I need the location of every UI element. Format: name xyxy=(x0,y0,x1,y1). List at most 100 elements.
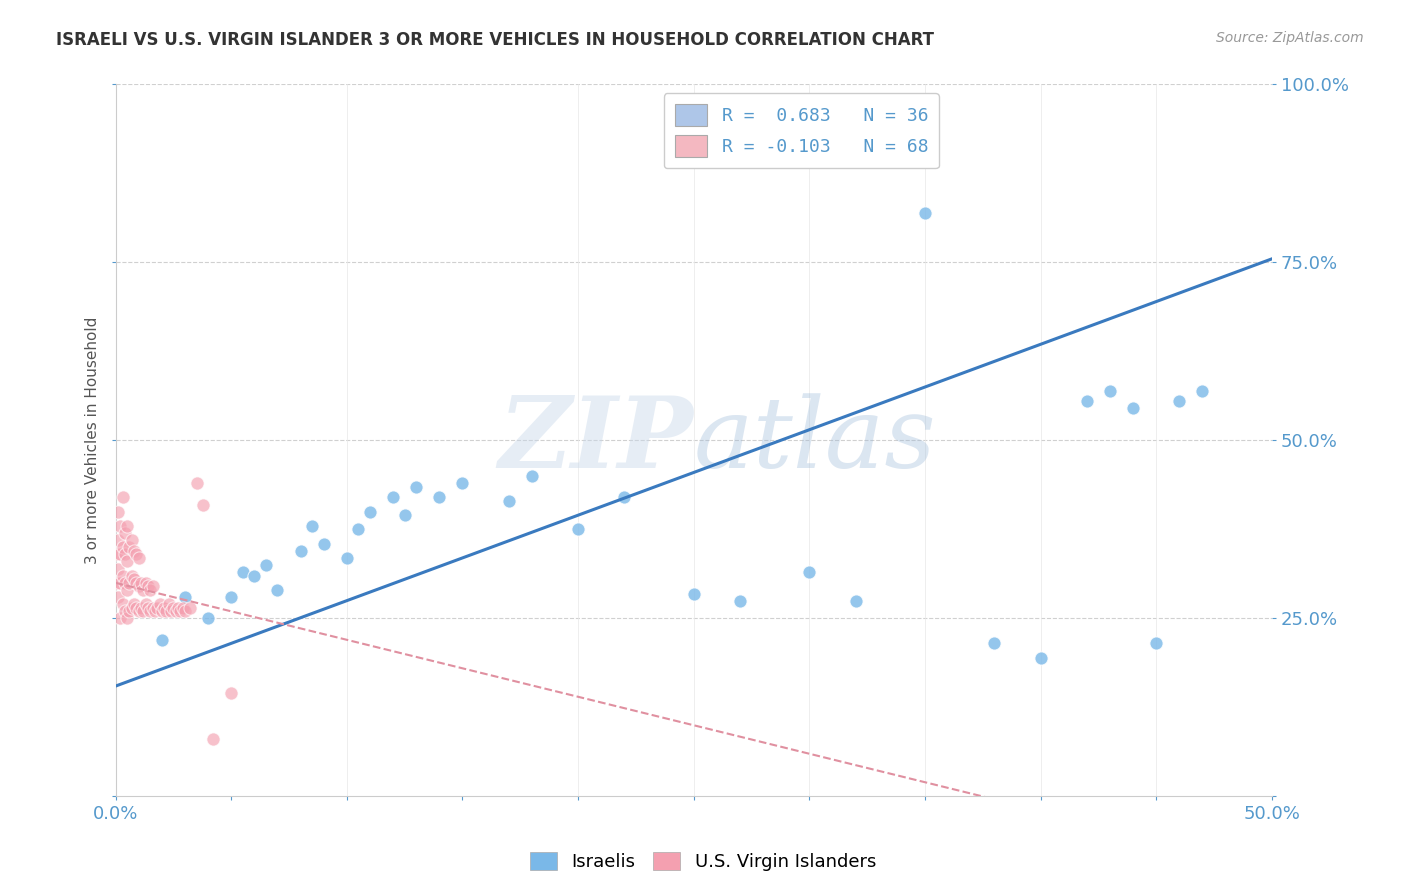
Point xyxy=(799,565,821,579)
Point xyxy=(139,582,162,597)
Point xyxy=(129,600,152,615)
Point xyxy=(186,476,208,491)
Point xyxy=(359,505,381,519)
Point xyxy=(148,597,170,611)
Point xyxy=(115,554,138,568)
Point xyxy=(146,600,169,615)
Point xyxy=(107,505,129,519)
Text: Source: ZipAtlas.com: Source: ZipAtlas.com xyxy=(1216,31,1364,45)
Point xyxy=(111,597,134,611)
Point xyxy=(498,494,520,508)
Point xyxy=(115,611,138,625)
Point xyxy=(451,476,474,491)
Point xyxy=(193,498,215,512)
Point xyxy=(142,579,165,593)
Point xyxy=(174,590,197,604)
Point xyxy=(122,597,145,611)
Point xyxy=(243,568,266,582)
Point xyxy=(111,541,134,555)
Point xyxy=(219,590,242,604)
Point xyxy=(107,590,129,604)
Point xyxy=(153,600,176,615)
Point xyxy=(108,547,131,561)
Point xyxy=(150,604,173,618)
Point xyxy=(312,537,335,551)
Point xyxy=(114,526,136,541)
Point xyxy=(336,550,359,565)
Point xyxy=(139,604,162,618)
Point xyxy=(405,480,427,494)
Point xyxy=(427,491,450,505)
Point xyxy=(219,686,242,700)
Point xyxy=(121,568,143,582)
Point xyxy=(290,543,312,558)
Point xyxy=(115,519,138,533)
Point xyxy=(1168,394,1191,409)
Legend: R =  0.683   N = 36, R = -0.103   N = 68: R = 0.683 N = 36, R = -0.103 N = 68 xyxy=(664,94,939,169)
Text: atlas: atlas xyxy=(693,392,936,488)
Point xyxy=(136,579,159,593)
Point xyxy=(155,604,177,618)
Point xyxy=(122,543,145,558)
Point xyxy=(174,604,197,618)
Point xyxy=(108,519,131,533)
Point xyxy=(143,604,166,618)
Point xyxy=(682,586,704,600)
Point xyxy=(914,205,936,219)
Point xyxy=(128,550,150,565)
Point xyxy=(135,597,157,611)
Point xyxy=(1144,636,1167,650)
Point xyxy=(167,600,190,615)
Point xyxy=(111,491,134,505)
Point xyxy=(129,575,152,590)
Point xyxy=(111,568,134,582)
Point xyxy=(1098,384,1121,398)
Point xyxy=(169,604,191,618)
Point xyxy=(107,533,129,548)
Point xyxy=(115,582,138,597)
Point xyxy=(108,611,131,625)
Point xyxy=(107,561,129,575)
Point xyxy=(1076,394,1098,409)
Point xyxy=(104,547,127,561)
Point xyxy=(125,547,148,561)
Point xyxy=(301,519,323,533)
Point xyxy=(114,575,136,590)
Point xyxy=(162,600,184,615)
Point xyxy=(132,582,155,597)
Point xyxy=(394,508,416,523)
Point xyxy=(201,732,224,747)
Point xyxy=(122,572,145,586)
Point xyxy=(179,600,201,615)
Point xyxy=(232,565,254,579)
Point xyxy=(347,523,370,537)
Legend: Israelis, U.S. Virgin Islanders: Israelis, U.S. Virgin Islanders xyxy=(523,845,883,879)
Point xyxy=(132,604,155,618)
Point xyxy=(118,575,141,590)
Point xyxy=(128,579,150,593)
Point xyxy=(150,632,173,647)
Point xyxy=(1122,401,1144,416)
Point xyxy=(197,611,219,625)
Point xyxy=(266,582,288,597)
Point xyxy=(121,600,143,615)
Point xyxy=(172,600,194,615)
Point xyxy=(108,575,131,590)
Point xyxy=(121,533,143,548)
Point xyxy=(254,558,277,572)
Point xyxy=(125,575,148,590)
Point xyxy=(1191,384,1213,398)
Point xyxy=(520,469,543,483)
Point xyxy=(382,491,405,505)
Point xyxy=(1029,650,1052,665)
Y-axis label: 3 or more Vehicles in Household: 3 or more Vehicles in Household xyxy=(86,317,100,564)
Point xyxy=(118,541,141,555)
Point xyxy=(128,604,150,618)
Point xyxy=(125,600,148,615)
Point xyxy=(118,604,141,618)
Point xyxy=(613,491,636,505)
Point xyxy=(114,547,136,561)
Point xyxy=(114,604,136,618)
Point xyxy=(142,600,165,615)
Point xyxy=(160,604,183,618)
